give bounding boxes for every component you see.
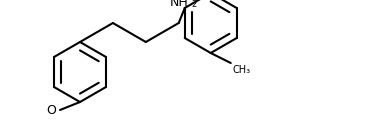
Text: 2: 2: [192, 0, 197, 9]
Text: O: O: [46, 103, 56, 116]
Text: NH: NH: [170, 0, 188, 9]
Text: CH₃: CH₃: [233, 65, 251, 75]
